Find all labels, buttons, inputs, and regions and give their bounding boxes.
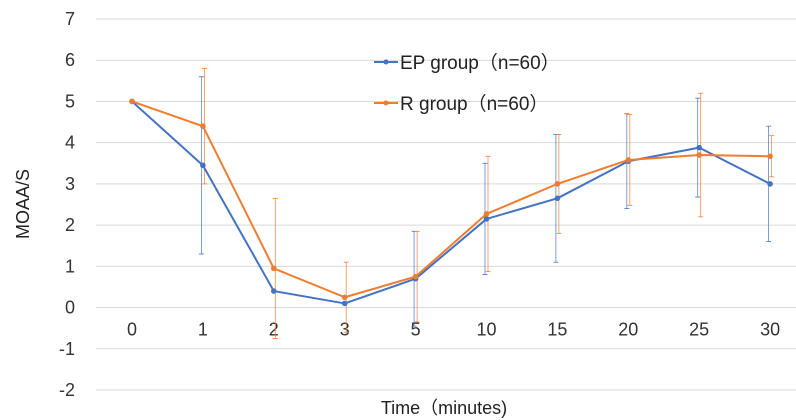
y-tick-label: 3 [65, 174, 75, 194]
series-line-0 [131, 100, 771, 305]
data-point [696, 144, 702, 151]
x-tick-label: 0 [127, 320, 137, 340]
legend-label-r: R group（n=60） [400, 93, 548, 115]
data-point [271, 265, 277, 272]
data-point [341, 300, 348, 307]
data-point [200, 123, 206, 129]
x-tick-label: 2 [269, 320, 279, 340]
y-axis-title: MOAA/S [13, 169, 33, 239]
series-lines [131, 100, 771, 305]
data-point [625, 157, 632, 163]
y-tick-label: -1 [59, 339, 75, 359]
x-tick-label: 30 [760, 320, 780, 340]
y-tick-label: 0 [65, 298, 75, 318]
data-point [412, 273, 419, 280]
x-axis-ticks: 0 1 2 3 5 10 15 20 25 30 [127, 320, 780, 340]
x-tick-label: 3 [340, 320, 350, 340]
data-point [696, 152, 702, 158]
legend-label-ep: EP group（n=60） [400, 52, 560, 74]
data-point [271, 288, 277, 294]
data-point [767, 153, 773, 160]
data-point [200, 162, 206, 169]
y-tick-label: -2 [59, 380, 75, 400]
legend-marker-ep [383, 59, 389, 65]
data-point [483, 211, 490, 217]
legend-item-ep: EP group（n=60） [374, 52, 560, 74]
gridlines [96, 18, 796, 391]
x-tick-label: 5 [411, 320, 421, 340]
x-tick-label: 25 [689, 320, 709, 340]
data-point [129, 98, 135, 105]
y-tick-label: 1 [65, 256, 75, 276]
y-tick-label: 7 [65, 9, 75, 29]
x-tick-label: 15 [547, 320, 567, 340]
data-point [554, 195, 561, 202]
legend-marker-r [383, 100, 389, 106]
y-tick-label: 5 [65, 91, 75, 111]
y-tick-label: 2 [65, 215, 75, 235]
x-axis-title: Time（minutes) [381, 398, 507, 418]
x-tick-label: 1 [198, 320, 208, 340]
data-point [554, 181, 561, 187]
data-point [341, 294, 348, 301]
x-tick-label: 10 [476, 320, 496, 340]
y-tick-label: 6 [65, 50, 75, 70]
y-axis-ticks: 7 6 5 4 3 2 1 0 -1 -2 [59, 9, 75, 400]
data-point [483, 216, 490, 222]
series-points [129, 98, 773, 307]
data-point [767, 181, 773, 187]
series-line-1 [131, 100, 771, 299]
legend-item-r: R group（n=60） [374, 93, 548, 115]
y-tick-label: 4 [65, 133, 75, 153]
x-tick-label: 20 [618, 320, 638, 340]
legend: EP group（n=60） R group（n=60） [374, 52, 560, 115]
